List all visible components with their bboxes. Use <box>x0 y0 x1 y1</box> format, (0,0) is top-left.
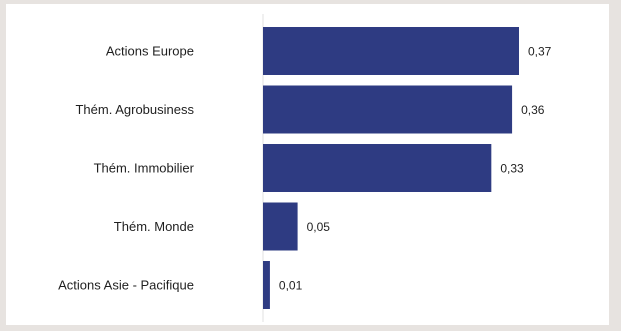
value-label-1: 0,37 <box>528 45 552 59</box>
category-label-2: Thém. Agrobusiness <box>75 102 194 117</box>
bar-2 <box>263 85 513 134</box>
value-label-3: 0,33 <box>500 162 524 176</box>
category-label-5: Actions Asie - Pacifique <box>58 278 194 293</box>
category-label-4: Thém. Monde <box>114 219 194 234</box>
bar-4 <box>263 202 298 251</box>
category-label-1: Actions Europe <box>106 44 194 59</box>
value-label-2: 0,36 <box>521 103 545 117</box>
bar-5 <box>263 261 270 309</box>
bar-1 <box>263 27 519 75</box>
bar-3 <box>263 144 492 192</box>
category-label-3: Thém. Immobilier <box>94 161 195 176</box>
bars-group: Actions Europe 0,37 Thém. Agrobusiness 0,36… <box>58 27 552 309</box>
value-label-5: 0,01 <box>279 279 303 293</box>
value-label-4: 0,05 <box>307 220 331 234</box>
